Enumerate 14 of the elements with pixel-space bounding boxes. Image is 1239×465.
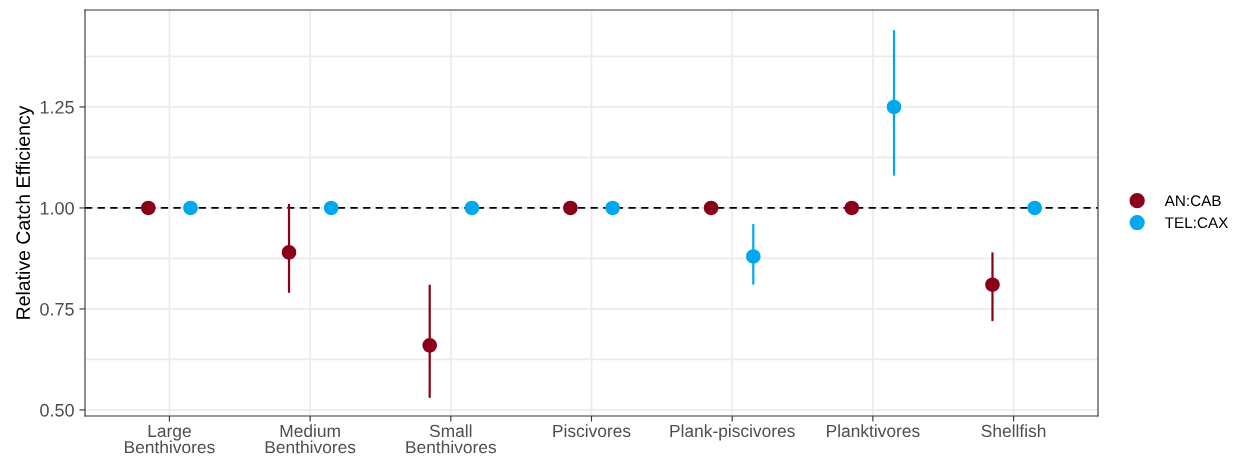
y-tick-label: 1.00	[40, 201, 74, 215]
y-tick-label: 1.25	[40, 100, 74, 114]
x-tick-label: Small Benthivores	[406, 424, 497, 454]
legend-label: AN:CAB	[1164, 195, 1221, 207]
x-tick-label: Planktivores	[827, 424, 920, 438]
y-axis-title: Relative Catch Efficiency	[15, 105, 34, 319]
y-tick-label: 0.50	[40, 403, 74, 417]
x-tick-label: Shellfish	[981, 424, 1046, 438]
x-tick-label: Large Benthivores	[125, 424, 215, 454]
x-tick-label: Plank-piscivores	[670, 424, 795, 441]
y-tick-label: 0.75	[40, 302, 74, 316]
legend-label: TEL:CAX	[1165, 217, 1229, 229]
x-tick-label: Piscivores	[553, 424, 631, 438]
x-tick-label: Medium Benthivores	[265, 424, 356, 454]
